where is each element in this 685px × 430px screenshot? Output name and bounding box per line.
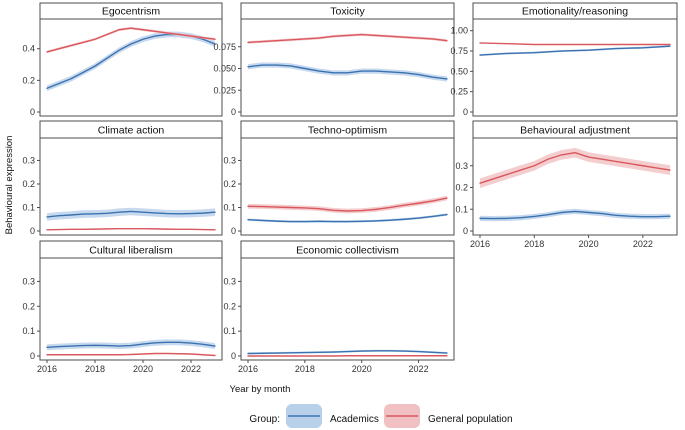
band-climate-action-academics [47,207,215,221]
x-tick-label-behavioural-adjustment-3: 2022 [633,239,653,249]
y-tick-label-behavioural-adjustment-1: 0.1 [455,204,468,214]
line-egocentrism-general-population [46,27,216,53]
panel-frame-egocentrism [39,18,223,117]
line-emotionality-reasoning-academics [479,45,671,56]
panel-egocentrism: Egocentrism 0 0.2 0.4 [22,2,223,117]
x-tick-label-behavioural-adjustment-2: 2020 [579,239,599,249]
x-tick-label-economic-collectivism-3: 2022 [409,364,429,374]
legend-item-general-population: General population [384,404,513,428]
x-tick-label-cultural-liberalism-1: 2018 [85,364,105,374]
panel-title-techno-optimism: Techno-optimism [308,125,388,137]
line-cultural-liberalism-general-population [46,352,216,357]
y-tick-label-toxicity-1: 0.025 [213,85,236,95]
x-tick-label-behavioural-adjustment-0: 2016 [470,239,490,249]
y-tick-label-emotionality-reasoning-4: 1.00 [450,26,468,36]
y-tick-label-economic-collectivism-2: 0.2 [223,301,236,311]
line-cultural-liberalism-academics [46,341,216,348]
legend-label-general-population: General population [428,414,513,425]
y-tick-label-cultural-liberalism-1: 0.1 [22,326,35,336]
y-tick-label-economic-collectivism-3: 0.3 [223,276,236,286]
y-tick-label-toxicity-3: 0.075 [213,42,236,52]
y-tick-label-climate-action-0: 0 [30,226,35,236]
y-axis-title: Behavioural expression [4,136,15,235]
panel-title-cultural-liberalism: Cultural liberalism [89,245,173,257]
band-behavioural-adjustment-academics [480,208,670,222]
y-tick-label-climate-action-1: 0.1 [22,202,35,212]
legend-title: Group: [249,414,280,425]
panel-title-egocentrism: Egocentrism [102,6,161,18]
legend-item-academics: Academics [286,404,379,428]
y-tick-label-behavioural-adjustment-2: 0.2 [455,183,468,193]
panel-title-emotionality-reasoning: Emotionality/reasoning [522,6,628,18]
panel-frame-climate-action [39,137,223,236]
panels: Egocentrism 0 0.2 0.4 Toxicity 0 0.025 0.050 0.0… [22,2,678,374]
panel-behavioural-adjustment: Behavioural adjustment 0 0.1 0.2 0.3 2016 2018… [455,120,678,249]
y-tick-label-cultural-liberalism-2: 0.2 [22,301,35,311]
y-tick-label-techno-optimism-2: 0.2 [223,179,236,189]
panel-emotionality-reasoning: Emotionality/reasoning 0 0.25 0.50 0.75 1.00 [450,2,678,117]
line-climate-action-general-population [46,227,216,231]
legend: Group: Academics General population [249,404,513,428]
y-tick-label-economic-collectivism-0: 0 [231,351,236,361]
band-behavioural-adjustment-general-population [480,147,670,188]
y-tick-label-climate-action-2: 0.2 [22,179,35,189]
y-tick-label-cultural-liberalism-3: 0.3 [22,276,35,286]
panel-climate-action: Climate action 0 0.1 0.2 0.3 [22,120,223,236]
y-tick-label-emotionality-reasoning-0: 0 [463,107,468,117]
y-tick-label-cultural-liberalism-0: 0 [30,351,35,361]
y-tick-label-toxicity-0: 0 [231,107,236,117]
panel-frame-economic-collectivism [240,257,455,361]
line-toxicity-academics [247,64,448,80]
x-tick-label-economic-collectivism-0: 2016 [238,364,258,374]
y-tick-label-behavioural-adjustment-3: 0.3 [455,161,468,171]
x-axis-title: Year by month [230,384,291,395]
panel-title-economic-collectivism: Economic collectivism [296,245,399,257]
line-emotionality-reasoning-general-population [479,42,671,46]
line-techno-optimism-general-population [247,197,448,212]
y-tick-label-emotionality-reasoning-3: 0.75 [450,46,468,56]
legend-label-academics: Academics [330,414,379,425]
band-techno-optimism-general-population [248,195,447,214]
panel-techno-optimism: Techno-optimism 0 0.1 0.2 0.3 [223,120,455,236]
x-tick-label-cultural-liberalism-2: 2020 [133,364,153,374]
panel-title-climate-action: Climate action [98,125,165,137]
y-tick-label-toxicity-2: 0.050 [213,64,236,74]
y-tick-label-egocentrism-2: 0.4 [22,44,35,54]
y-tick-label-techno-optimism-1: 0.1 [223,202,236,212]
panel-title-behavioural-adjustment: Behavioural adjustment [520,125,630,137]
line-behavioural-adjustment-academics [479,210,671,220]
y-tick-label-techno-optimism-0: 0 [231,226,236,236]
line-economic-collectivism-academics [247,350,448,355]
panel-title-toxicity: Toxicity [330,6,365,18]
y-tick-label-egocentrism-1: 0.2 [22,75,35,85]
panel-economic-collectivism: Economic collectivism 0 0.1 0.2 0.3 2016 2018 2… [223,240,455,374]
y-tick-label-emotionality-reasoning-2: 0.50 [450,66,468,76]
y-tick-label-egocentrism-0: 0 [30,107,35,117]
x-tick-label-economic-collectivism-1: 2018 [295,364,315,374]
panel-toxicity: Toxicity 0 0.025 0.050 0.075 [213,2,455,117]
x-tick-label-economic-collectivism-2: 2020 [352,364,372,374]
x-tick-label-behavioural-adjustment-1: 2018 [524,239,544,249]
y-tick-label-climate-action-3: 0.3 [22,155,35,165]
line-climate-action-academics [46,210,216,218]
line-behavioural-adjustment-general-population [479,151,671,184]
y-tick-label-techno-optimism-3: 0.3 [223,155,236,165]
band-toxicity-general-population [248,33,447,44]
band-techno-optimism-academics [248,213,447,223]
y-tick-label-emotionality-reasoning-1: 0.25 [450,87,468,97]
panel-cultural-liberalism: Cultural liberalism 0 0.1 0.2 0.3 2016 2018 202… [22,240,223,374]
y-tick-label-economic-collectivism-1: 0.1 [223,326,236,336]
panel-frame-emotionality-reasoning [472,18,678,117]
x-tick-label-cultural-liberalism-0: 2016 [37,364,57,374]
line-toxicity-general-population [247,33,448,44]
y-tick-label-behavioural-adjustment-0: 0 [463,226,468,236]
x-tick-label-cultural-liberalism-3: 2022 [181,364,201,374]
line-techno-optimism-academics [247,213,448,223]
